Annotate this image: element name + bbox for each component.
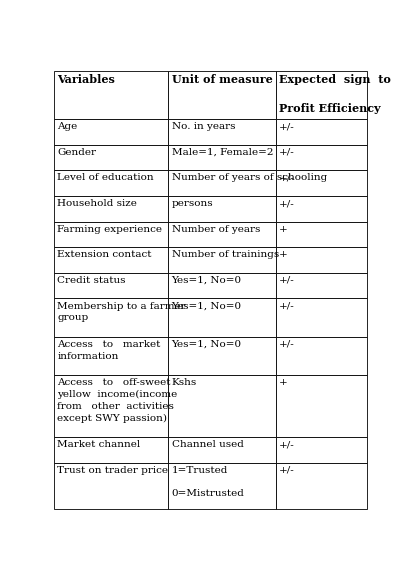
Text: Age: Age (57, 122, 78, 131)
Bar (169, 273, 276, 298)
Text: 1=Trusted

0=Mistrusted: 1=Trusted 0=Mistrusted (172, 466, 244, 498)
Bar (54, 145, 169, 170)
Text: persons: persons (172, 199, 213, 208)
Bar (276, 71, 367, 119)
Bar (276, 463, 367, 509)
Bar (54, 170, 169, 196)
Bar (54, 375, 169, 437)
Text: Variables: Variables (57, 74, 115, 85)
Bar (276, 222, 367, 247)
Bar (276, 170, 367, 196)
Bar (169, 437, 276, 463)
Text: Unit of measure: Unit of measure (172, 74, 273, 85)
Text: Level of education: Level of education (57, 173, 154, 183)
Text: Gender: Gender (57, 148, 96, 157)
Text: +/-: +/- (279, 276, 294, 285)
Text: Yes=1, No=0: Yes=1, No=0 (172, 301, 242, 311)
Text: Extension contact: Extension contact (57, 250, 152, 259)
Bar (169, 222, 276, 247)
Bar (54, 71, 169, 119)
Text: No. in years: No. in years (172, 122, 235, 131)
Bar (54, 337, 169, 375)
Text: Trust on trader price: Trust on trader price (57, 466, 169, 475)
Text: Access   to   off-sweet
yellow  income(income
from   other  activities
except SW: Access to off-sweet yellow income(income… (57, 378, 178, 423)
Bar (169, 463, 276, 509)
Text: +/-: +/- (279, 122, 294, 131)
Text: Farming experience: Farming experience (57, 224, 162, 234)
Text: +/-: +/- (279, 199, 294, 208)
Bar (54, 273, 169, 298)
Bar (276, 437, 367, 463)
Text: +/-: +/- (279, 148, 294, 157)
Bar (54, 298, 169, 337)
Bar (54, 119, 169, 145)
Bar (169, 145, 276, 170)
Text: Yes=1, No=0: Yes=1, No=0 (172, 340, 242, 349)
Text: Channel used: Channel used (172, 440, 244, 449)
Bar (54, 196, 169, 222)
Bar (169, 375, 276, 437)
Bar (54, 222, 169, 247)
Text: Membership to a farmer
group: Membership to a farmer group (57, 301, 186, 323)
Bar (54, 247, 169, 273)
Text: Expected  sign  to

Profit Efficiency: Expected sign to Profit Efficiency (279, 74, 391, 114)
Text: Kshs: Kshs (172, 378, 197, 387)
Text: Yes=1, No=0: Yes=1, No=0 (172, 276, 242, 285)
Bar (169, 119, 276, 145)
Bar (54, 463, 169, 509)
Text: Number of years: Number of years (172, 224, 260, 234)
Text: Male=1, Female=2: Male=1, Female=2 (172, 148, 273, 157)
Text: Household size: Household size (57, 199, 137, 208)
Text: Number of trainings: Number of trainings (172, 250, 279, 259)
Bar (276, 196, 367, 222)
Text: +/-: +/- (279, 340, 294, 349)
Bar (169, 298, 276, 337)
Text: Market channel: Market channel (57, 440, 141, 449)
Bar (276, 273, 367, 298)
Text: +: + (279, 378, 287, 387)
Bar (169, 71, 276, 119)
Bar (276, 298, 367, 337)
Bar (276, 337, 367, 375)
Bar (169, 247, 276, 273)
Text: +/-: +/- (279, 466, 294, 475)
Bar (54, 437, 169, 463)
Text: Access   to   market
information: Access to market information (57, 340, 161, 360)
Bar (276, 375, 367, 437)
Bar (276, 119, 367, 145)
Text: +: + (279, 224, 287, 234)
Bar (169, 196, 276, 222)
Bar (169, 337, 276, 375)
Text: +: + (279, 250, 287, 259)
Bar (276, 145, 367, 170)
Text: +/-: +/- (279, 440, 294, 449)
Bar (169, 170, 276, 196)
Text: Number of years of schooling: Number of years of schooling (172, 173, 327, 183)
Text: Credit status: Credit status (57, 276, 126, 285)
Text: +/-: +/- (279, 173, 294, 183)
Bar (276, 247, 367, 273)
Text: +/-: +/- (279, 301, 294, 311)
